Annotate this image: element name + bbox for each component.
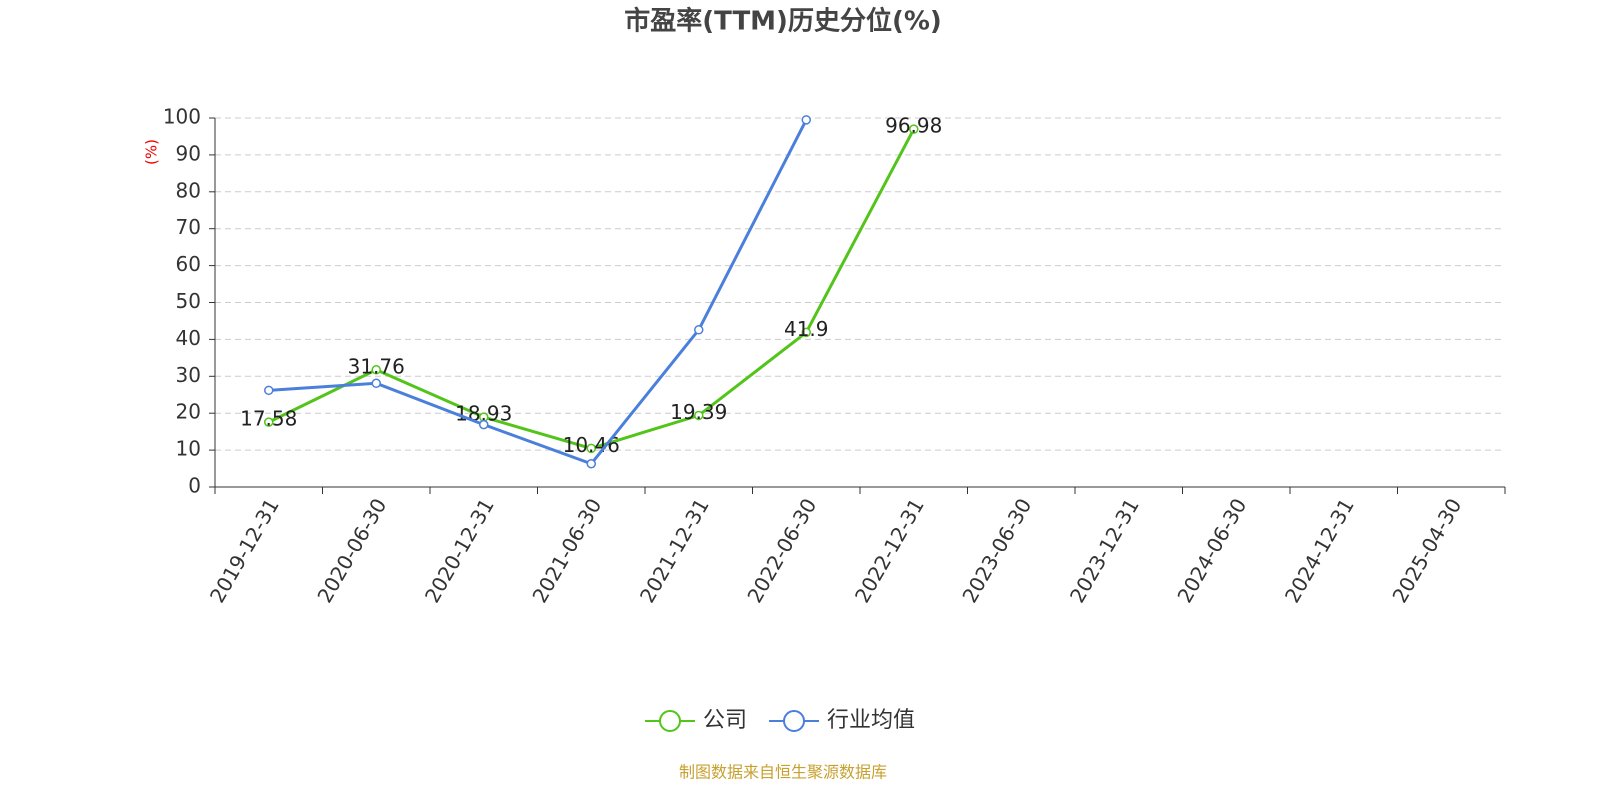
y-tick-label: 80 [176,178,201,202]
y-tick-label: 90 [176,141,201,165]
x-tick-label: 2023-12-31 [1065,494,1144,607]
y-tick-label: 60 [176,252,201,276]
y-tick-label: 50 [176,289,201,313]
x-tick-label: 2024-12-31 [1280,494,1359,607]
data-point [909,124,919,134]
data-point [264,385,274,396]
x-tick-label: 2021-06-30 [527,494,606,607]
legend-marker [783,710,806,732]
data-point [371,365,381,375]
x-tick-label: 2025-04-30 [1387,494,1466,607]
y-tick-label: 30 [176,363,201,387]
x-tick-label: 2021-12-31 [635,494,714,607]
x-tick-label: 2023-06-30 [957,494,1036,607]
data-point [479,419,489,430]
x-tick-label: 2020-06-30 [312,494,391,607]
y-tick-label: 0 [188,474,201,498]
y-tick-label: 10 [176,437,201,461]
data-point [694,325,704,335]
data-point [586,459,596,469]
x-tick-label: 2019-12-31 [205,494,284,607]
data-point [801,115,811,125]
y-tick-label: 100 [163,105,201,129]
source-note: 制图数据来自恒生聚源数据库 [679,763,887,782]
data-point [801,327,811,338]
x-tick-label: 2020-12-31 [420,494,499,607]
legend-marker [659,710,681,732]
data-point [694,410,704,421]
y-tick-label: 20 [176,400,201,424]
legend-label: 行业均值 [827,708,915,733]
series-line [268,128,916,450]
data-point [371,378,381,389]
data-label: 17.58 [240,407,297,431]
y-tick-label: 70 [176,215,201,239]
data-point [264,417,274,427]
chart-title: 市盈率(TTM)历史分位(%) [624,6,942,37]
data-label: 31.76 [348,354,405,378]
x-tick-label: 2022-06-30 [742,494,821,607]
y-axis-label: (%) [143,139,161,165]
data-label: 10.46 [563,433,620,457]
data-label: 19.39 [670,400,727,424]
data-label: 41.9 [784,317,829,341]
data-point [586,443,596,454]
series-line [268,119,808,466]
y-tick-label: 40 [176,326,201,350]
x-tick-label: 2022-12-31 [850,494,929,607]
x-tick-label: 2024-06-30 [1172,494,1251,607]
legend-label: 公司 [703,708,747,733]
data-label: 96.98 [885,114,942,138]
